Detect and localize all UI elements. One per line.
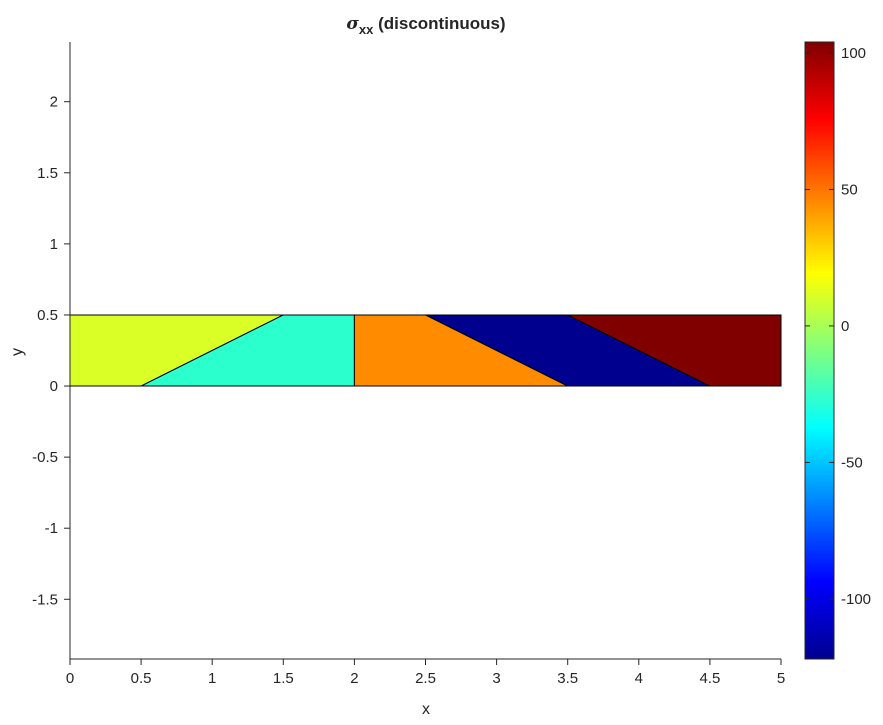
x-tick-label: 5 bbox=[777, 670, 785, 687]
x-tick-label: 2 bbox=[350, 670, 358, 687]
x-tick-label: 1.5 bbox=[273, 670, 294, 687]
colorbar-tick-label: 50 bbox=[841, 181, 858, 198]
y-tick-label: 0.5 bbox=[37, 307, 58, 324]
y-tick-label: 2 bbox=[50, 94, 58, 111]
colorbar-tick-label: -50 bbox=[841, 454, 863, 471]
x-tick-label: 4 bbox=[635, 670, 643, 687]
y-tick-label: -1 bbox=[45, 520, 58, 537]
title-symbol: σ bbox=[346, 14, 359, 34]
x-axis-label: x bbox=[422, 701, 430, 718]
x-tick-label: 3.5 bbox=[557, 670, 578, 687]
title-text: (discontinuous) bbox=[373, 14, 505, 33]
mesh-element-5 bbox=[567, 314, 782, 387]
colorbar: -100 -50 0 50 100 bbox=[804, 41, 871, 660]
plot-axes: 0 0.5 1 1.5 2 2.5 3 3.5 4 4.5 5 -1.5 -1 -0.5 0 0.5 1 1.5 2 bbox=[32, 42, 785, 687]
y-tick-label: -1.5 bbox=[32, 591, 58, 608]
colorbar-tick-label: 0 bbox=[841, 318, 849, 335]
y-tick-label: 1 bbox=[50, 236, 58, 253]
title-subscript: xx bbox=[359, 22, 374, 37]
colorbar-tick-label: -100 bbox=[841, 591, 871, 608]
x-tick-label: 0.5 bbox=[131, 670, 152, 687]
y-tick-label: 0 bbox=[50, 378, 58, 395]
y-tick-label: -0.5 bbox=[32, 449, 58, 466]
x-tick-label: 0 bbox=[66, 670, 74, 687]
colorbar-gradient bbox=[804, 41, 835, 660]
y-axis-label: y bbox=[9, 348, 26, 356]
x-tick-label: 1 bbox=[208, 670, 216, 687]
x-tick-label: 4.5 bbox=[699, 670, 720, 687]
chart-title: σxx (discontinuous) bbox=[346, 14, 505, 37]
y-tick-label: 1.5 bbox=[37, 165, 58, 182]
mesh-elements bbox=[69, 314, 782, 387]
x-tick-label: 3 bbox=[492, 670, 500, 687]
x-tick-label: 2.5 bbox=[415, 670, 436, 687]
colorbar-tick-label: 100 bbox=[841, 45, 866, 62]
